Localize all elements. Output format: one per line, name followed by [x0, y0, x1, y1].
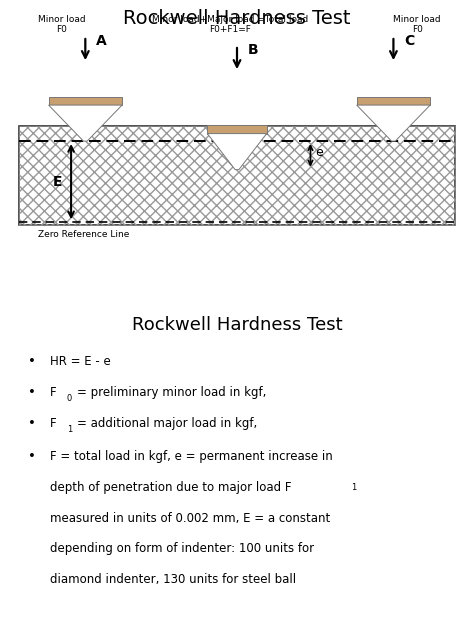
Bar — [19, 126, 455, 225]
Text: Rockwell Hardness Test: Rockwell Hardness Test — [123, 9, 351, 28]
Text: •: • — [27, 417, 36, 430]
Text: F: F — [50, 386, 56, 399]
Text: C: C — [404, 34, 414, 48]
Bar — [19, 126, 455, 225]
Text: •: • — [27, 386, 36, 399]
Text: = additional major load in kgf,: = additional major load in kgf, — [77, 417, 258, 430]
Text: Rockwell Hardness Test: Rockwell Hardness Test — [132, 316, 342, 334]
Text: 0: 0 — [67, 394, 72, 403]
Text: Zero Reference Line: Zero Reference Line — [38, 230, 129, 239]
Text: B: B — [247, 43, 258, 57]
Text: depth of penetration due to major load F: depth of penetration due to major load F — [50, 481, 292, 494]
Text: diamond indenter, 130 units for steel ball: diamond indenter, 130 units for steel ba… — [50, 573, 296, 586]
Text: HR = E - e: HR = E - e — [50, 355, 110, 368]
Bar — [357, 97, 430, 105]
Bar — [208, 125, 267, 133]
Bar — [48, 97, 122, 105]
Text: Minor load+Major load =Total load
F0+F1=F: Minor load+Major load =Total load F0+F1=… — [152, 15, 308, 34]
Text: •: • — [27, 450, 36, 463]
Text: F = total load in kgf, e = permanent increase in: F = total load in kgf, e = permanent inc… — [50, 450, 333, 463]
Text: E: E — [53, 174, 63, 188]
Text: 1: 1 — [67, 425, 72, 434]
Text: measured in units of 0.002 mm, E = a constant: measured in units of 0.002 mm, E = a con… — [50, 511, 330, 525]
Text: = preliminary minor load in kgf,: = preliminary minor load in kgf, — [77, 386, 267, 399]
Polygon shape — [357, 105, 430, 141]
Polygon shape — [48, 105, 122, 141]
Text: •: • — [27, 355, 36, 368]
Text: depending on form of indenter: 100 units for: depending on form of indenter: 100 units… — [50, 542, 314, 556]
Polygon shape — [208, 133, 267, 169]
Text: 1: 1 — [351, 483, 356, 492]
Text: F: F — [50, 417, 56, 430]
Text: Minor load
F0: Minor load F0 — [38, 15, 85, 34]
Text: e: e — [315, 146, 323, 159]
Text: Minor load
F0: Minor load F0 — [393, 15, 441, 34]
Text: A: A — [96, 34, 107, 48]
